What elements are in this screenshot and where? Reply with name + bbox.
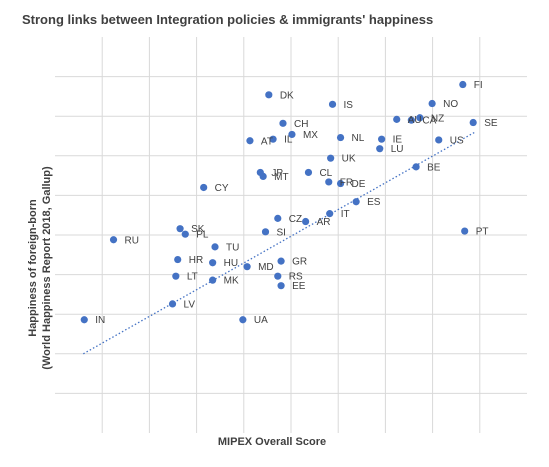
data-point bbox=[277, 282, 285, 290]
data-point bbox=[435, 136, 443, 144]
data-point-label: LU bbox=[391, 144, 404, 155]
data-point-label: GR bbox=[292, 257, 307, 268]
data-point bbox=[352, 198, 360, 206]
data-point-label: UK bbox=[342, 154, 356, 165]
y-axis-title-line2: (World Happiness Report 2018, Gallup) bbox=[41, 166, 53, 370]
data-point-label: LT bbox=[187, 272, 198, 283]
data-point bbox=[80, 316, 88, 324]
x-axis-title: MIPEX Overall Score bbox=[218, 436, 326, 448]
data-point-label: IE bbox=[393, 135, 403, 146]
data-point-label: TU bbox=[226, 242, 239, 253]
data-point bbox=[378, 135, 386, 143]
data-point bbox=[174, 255, 182, 264]
data-point bbox=[261, 228, 270, 236]
data-point bbox=[168, 300, 177, 308]
data-point-label: CA bbox=[422, 116, 436, 127]
data-point-label: AT bbox=[261, 136, 273, 147]
data-point bbox=[416, 114, 424, 122]
data-point bbox=[265, 91, 273, 99]
data-point-label: DE bbox=[352, 179, 366, 190]
data-point bbox=[336, 133, 345, 142]
chart-title: Strong links between Integration policie… bbox=[22, 12, 433, 27]
data-point bbox=[302, 217, 310, 226]
data-point-label: SE bbox=[484, 118, 498, 129]
data-point bbox=[209, 259, 217, 267]
data-point bbox=[469, 118, 477, 127]
data-point bbox=[200, 183, 208, 192]
data-point bbox=[211, 243, 219, 251]
data-point-label: PL bbox=[196, 230, 209, 241]
data-point-label: US bbox=[450, 135, 464, 146]
data-point-label: PT bbox=[476, 227, 489, 238]
data-point-label: SI bbox=[277, 227, 286, 238]
data-point bbox=[325, 178, 333, 186]
data-point bbox=[274, 272, 282, 280]
trendline-group bbox=[82, 131, 476, 355]
data-point-label: CH bbox=[294, 119, 308, 130]
data-point-label: CL bbox=[319, 168, 332, 179]
data-point bbox=[461, 227, 469, 235]
data-point-label: IS bbox=[344, 100, 354, 111]
data-point-label: IL bbox=[284, 135, 293, 146]
data-point-label: AU bbox=[408, 115, 422, 126]
data-point-label: MK bbox=[224, 276, 239, 287]
data-point bbox=[246, 137, 254, 145]
data-point-label: BE bbox=[427, 162, 441, 173]
data-point-label: IT bbox=[341, 209, 350, 220]
data-point bbox=[428, 99, 436, 108]
data-point-label: FR bbox=[340, 177, 353, 188]
data-point bbox=[279, 119, 287, 127]
data-point bbox=[259, 172, 267, 180]
data-point-label: HR bbox=[189, 255, 203, 266]
data-point bbox=[459, 80, 467, 89]
data-point-label: EE bbox=[292, 281, 306, 292]
data-point-label: IN bbox=[95, 315, 105, 326]
data-point-label: MD bbox=[258, 262, 274, 273]
y-axis-title-line1: Happiness of foreign-born bbox=[27, 199, 39, 337]
data-point-label: MT bbox=[274, 172, 288, 183]
data-points bbox=[80, 80, 477, 324]
data-point bbox=[336, 179, 345, 188]
data-point-label: SK bbox=[191, 224, 205, 235]
data-point-label: NO bbox=[443, 99, 458, 110]
data-point bbox=[407, 116, 415, 124]
data-point bbox=[277, 257, 285, 265]
data-point bbox=[109, 236, 118, 244]
trendline bbox=[82, 131, 476, 355]
data-point-label: CY bbox=[215, 183, 229, 194]
data-point-label: FI bbox=[474, 80, 483, 91]
data-point bbox=[328, 100, 337, 108]
data-point bbox=[288, 130, 296, 139]
data-point bbox=[304, 168, 313, 177]
data-point-label: DK bbox=[280, 90, 294, 101]
data-point bbox=[181, 230, 189, 238]
data-point bbox=[269, 135, 277, 143]
data-point bbox=[172, 272, 180, 280]
data-point-label: NL bbox=[352, 133, 365, 144]
data-point-label: NZ bbox=[431, 113, 444, 124]
data-point bbox=[239, 316, 247, 324]
data-point-label: RU bbox=[125, 235, 139, 246]
data-point bbox=[412, 163, 420, 171]
data-point-label: AR bbox=[317, 217, 331, 228]
data-point-label: ES bbox=[367, 197, 381, 208]
data-point bbox=[376, 145, 384, 153]
data-point-label: CZ bbox=[289, 214, 302, 225]
data-point bbox=[327, 154, 335, 162]
data-point bbox=[209, 276, 217, 284]
data-point-label: JP bbox=[271, 168, 283, 179]
data-point-label: RS bbox=[289, 272, 303, 283]
data-point bbox=[326, 210, 334, 218]
data-point bbox=[243, 263, 251, 271]
data-point bbox=[393, 115, 401, 123]
grid-lines bbox=[55, 37, 527, 433]
data-point-label: LV bbox=[184, 299, 196, 310]
data-point-label: MX bbox=[303, 130, 318, 141]
data-point bbox=[176, 225, 184, 233]
data-point-label: HU bbox=[224, 258, 238, 269]
data-point-label: UA bbox=[254, 315, 268, 326]
data-point bbox=[274, 214, 282, 222]
